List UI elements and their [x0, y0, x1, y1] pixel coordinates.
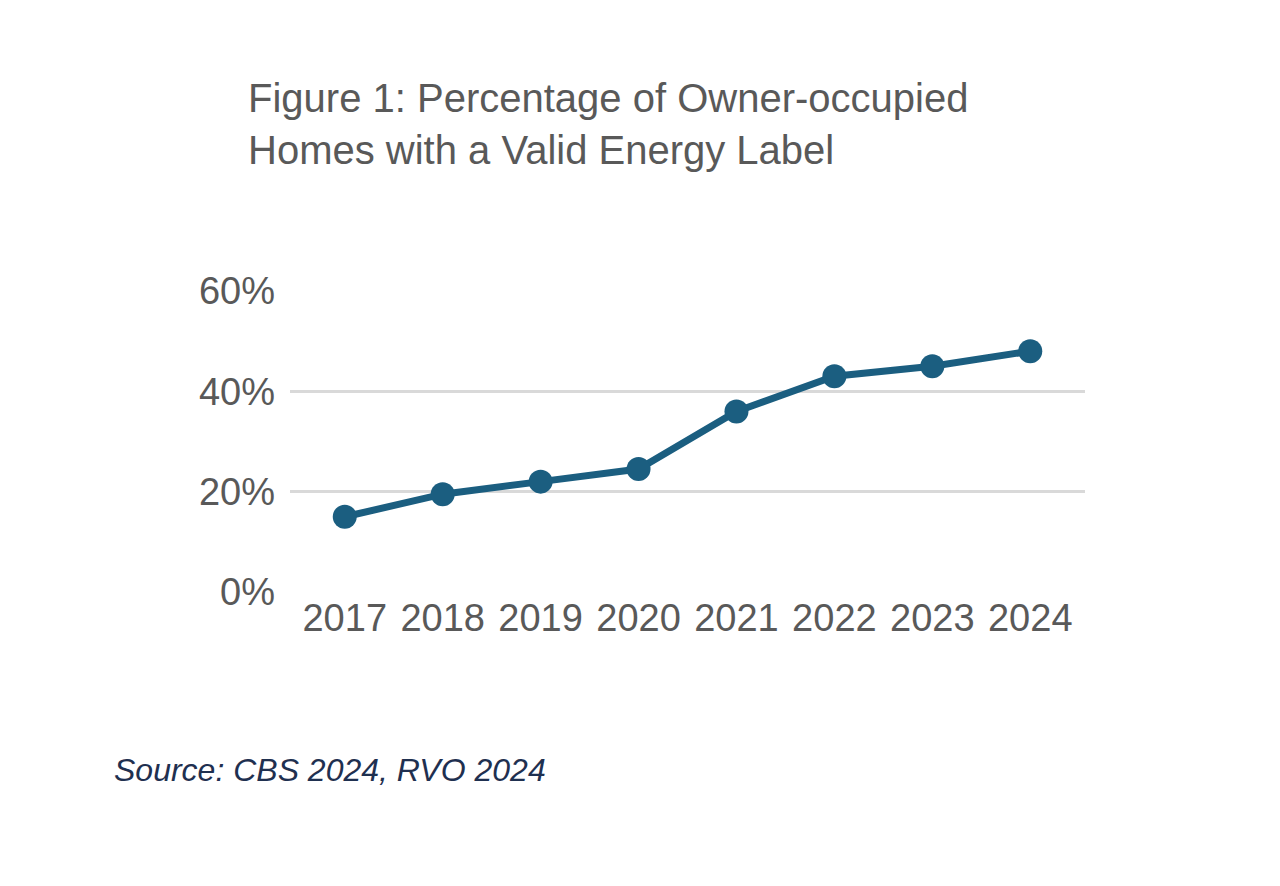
svg-text:2021: 2021 — [694, 597, 779, 639]
svg-text:2020: 2020 — [596, 597, 681, 639]
svg-text:2018: 2018 — [400, 597, 485, 639]
svg-text:2023: 2023 — [890, 597, 975, 639]
svg-text:2017: 2017 — [302, 597, 387, 639]
svg-text:0%: 0% — [220, 571, 275, 613]
svg-text:Figure 1: Percentage of Owner-: Figure 1: Percentage of Owner-occupiedHo… — [248, 76, 968, 172]
svg-text:20%: 20% — [199, 471, 275, 513]
svg-text:40%: 40% — [199, 371, 275, 413]
svg-text:2024: 2024 — [988, 597, 1073, 639]
svg-text:60%: 60% — [199, 270, 275, 312]
svg-text:2019: 2019 — [498, 597, 583, 639]
svg-text:Source: CBS 2024, RVO 2024: Source: CBS 2024, RVO 2024 — [114, 752, 546, 788]
svg-text:2022: 2022 — [792, 597, 877, 639]
